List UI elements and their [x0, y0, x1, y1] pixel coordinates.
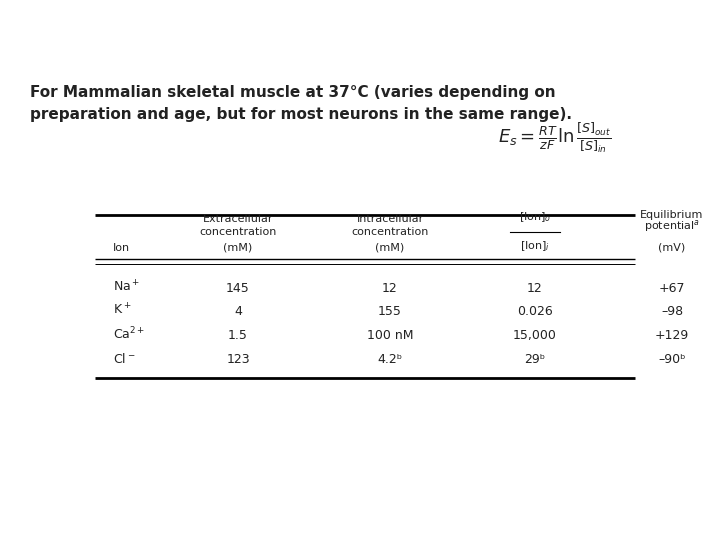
Text: preparation and age, but for most neurons in the same range).: preparation and age, but for most neuron… — [30, 107, 572, 122]
Text: [Ion]$_i$: [Ion]$_i$ — [520, 239, 550, 253]
Text: Ion concentrations and reversal potentials: Ion concentrations and reversal potentia… — [13, 11, 615, 35]
Text: [Ion]$_o$: [Ion]$_o$ — [519, 210, 551, 224]
Text: $E_s = \frac{RT}{zF}\ln\frac{[S]_{out}}{[S]_{in}}$: $E_s = \frac{RT}{zF}\ln\frac{[S]_{out}}{… — [498, 121, 612, 155]
Text: 29ᵇ: 29ᵇ — [524, 353, 546, 366]
Text: 100 nM: 100 nM — [366, 329, 413, 342]
Text: Intracellular: Intracellular — [356, 214, 423, 224]
Text: (mM): (mM) — [375, 243, 405, 253]
Text: concentration: concentration — [351, 227, 428, 237]
Text: –98: –98 — [661, 305, 683, 318]
Text: Na$^+$: Na$^+$ — [113, 280, 140, 295]
Text: +129: +129 — [655, 329, 689, 342]
Text: (mV): (mV) — [658, 243, 685, 253]
Text: Ion: Ion — [113, 243, 130, 253]
Text: For Mammalian skeletal muscle at 37°C (varies depending on: For Mammalian skeletal muscle at 37°C (v… — [30, 85, 556, 100]
Text: Extracellular: Extracellular — [203, 214, 274, 224]
Text: K$^+$: K$^+$ — [113, 303, 131, 318]
Text: 4.2ᵇ: 4.2ᵇ — [377, 353, 402, 366]
Text: 123: 123 — [226, 353, 250, 366]
Text: 145: 145 — [226, 282, 250, 295]
Text: Ca$^{2+}$: Ca$^{2+}$ — [113, 326, 145, 342]
Text: 4: 4 — [234, 305, 242, 318]
Text: Cl$^-$: Cl$^-$ — [113, 352, 135, 366]
Text: potential$^a$: potential$^a$ — [644, 218, 700, 234]
Text: (mM): (mM) — [223, 243, 253, 253]
Text: 155: 155 — [378, 305, 402, 318]
Text: –90ᵇ: –90ᵇ — [658, 353, 685, 366]
Text: 12: 12 — [382, 282, 398, 295]
Text: 1.5: 1.5 — [228, 329, 248, 342]
Text: 15,000: 15,000 — [513, 329, 557, 342]
Text: concentration: concentration — [199, 227, 276, 237]
Text: 0.026: 0.026 — [517, 305, 553, 318]
Text: +67: +67 — [659, 282, 685, 295]
Text: 12: 12 — [527, 282, 543, 295]
Text: Equilibrium: Equilibrium — [640, 210, 703, 220]
